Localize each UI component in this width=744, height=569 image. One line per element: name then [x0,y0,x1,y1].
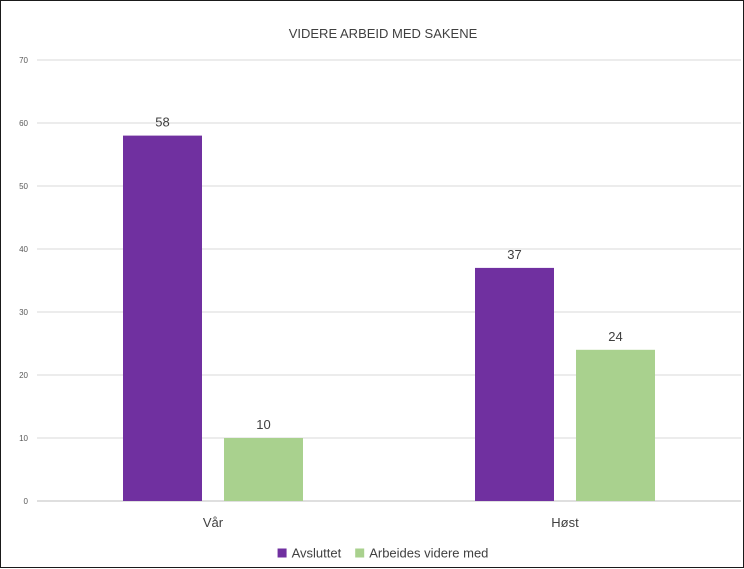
y-tick-label: 30 [19,308,28,317]
y-tick-label: 70 [19,56,28,65]
data-label: 37 [507,247,521,262]
x-category-label: Høst [551,515,579,530]
y-tick-label: 10 [19,434,28,443]
legend-label: Avsluttet [292,546,342,561]
y-tick-label: 40 [19,245,28,254]
bar-avsluttet-0 [123,135,202,501]
bar-arbeides-videre-med-1 [576,349,655,501]
legend: Avsluttet Arbeides videre med [277,546,488,561]
bar-avsluttet-1 [475,267,554,501]
y-tick-label: 0 [24,497,29,506]
bar-arbeides-videre-med-0 [224,438,303,501]
legend-swatch [277,548,287,558]
legend-swatch [355,548,365,558]
y-tick-label: 50 [19,182,28,191]
data-label: 24 [608,329,622,344]
bars: 58 10 37 24 [123,115,655,501]
legend-label: Arbeides videre med [369,546,488,561]
y-tick-label: 60 [19,119,28,128]
x-axis: Vår Høst [203,515,579,530]
x-category-label: Vår [203,515,224,530]
chart-title: VIDERE ARBEID MED SAKENE [289,26,478,41]
data-label: 10 [256,417,270,432]
y-axis: 0 10 20 30 40 50 60 70 [19,56,28,506]
data-label: 58 [155,115,169,130]
y-tick-label: 20 [19,371,28,380]
